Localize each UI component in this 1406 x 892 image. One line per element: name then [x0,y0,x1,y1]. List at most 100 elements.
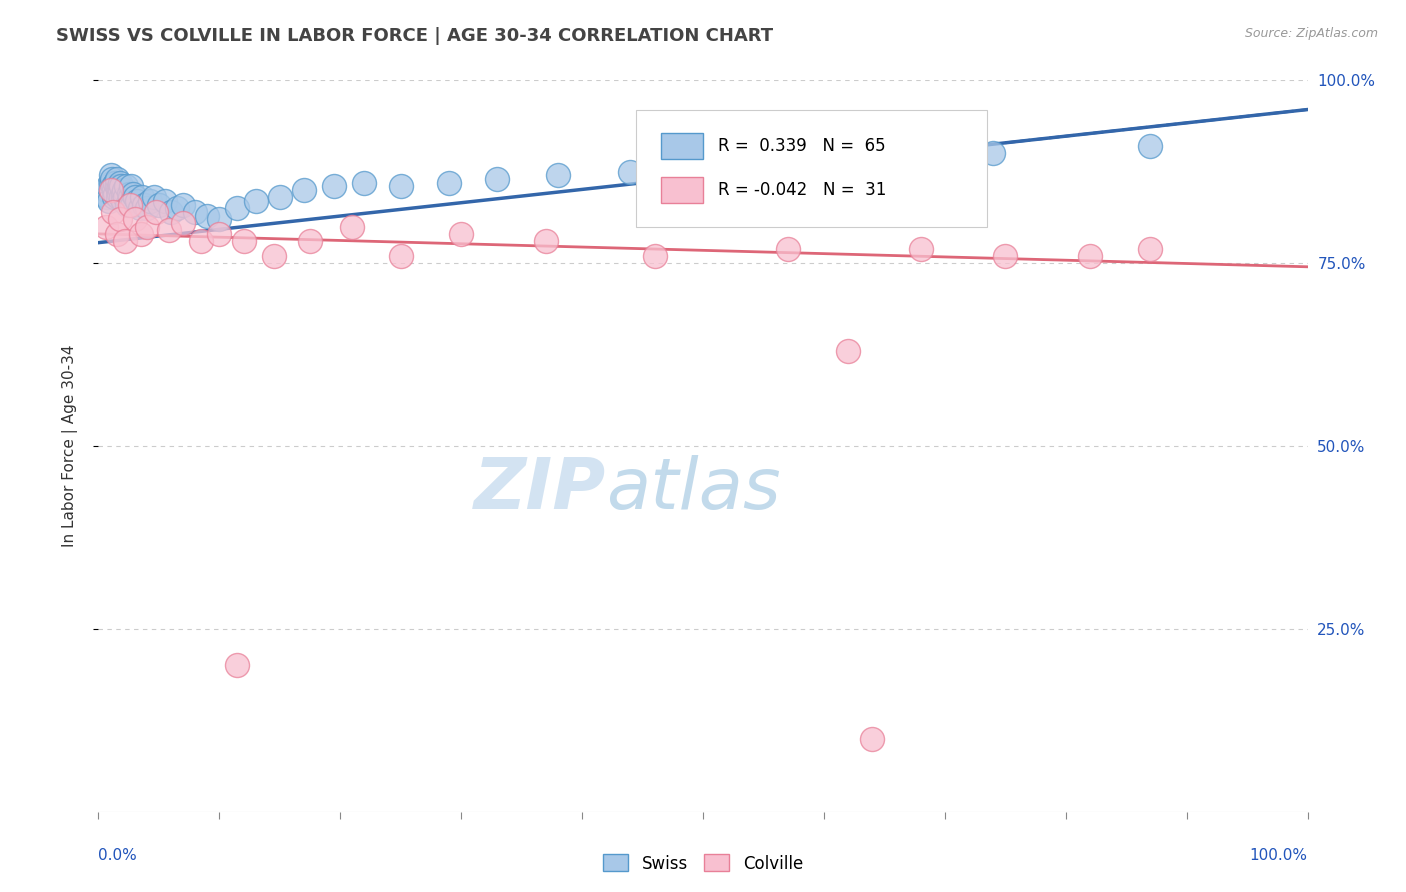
Point [148,197,170,211]
Point [389,249,412,263]
Point [157,223,180,237]
Point [124,190,146,204]
Point [135,219,157,234]
Point [128,202,150,216]
Point [117,197,139,211]
Point [97,179,120,194]
Point [292,183,315,197]
Point [111,186,134,201]
Point [104,176,127,190]
Point [353,176,375,190]
Point [1139,242,1161,256]
Point [323,179,346,194]
Point [226,658,249,673]
Point [91,186,114,201]
Point [121,197,143,211]
Point [107,183,129,197]
Point [389,179,412,194]
Text: R =  0.339   N =  65: R = 0.339 N = 65 [717,137,886,155]
Point [100,183,122,197]
Point [263,249,285,263]
Point [112,183,135,197]
Point [114,190,136,204]
Point [100,176,122,190]
Point [107,190,129,204]
Point [172,216,194,230]
Point [994,249,1017,263]
Point [111,194,134,208]
Point [108,179,131,194]
Point [910,242,932,256]
Point [704,161,727,175]
Point [100,172,122,186]
Point [143,190,166,204]
Point [226,202,249,216]
Point [124,212,146,227]
Point [114,234,136,248]
Point [101,179,124,194]
Point [131,190,153,204]
Point [105,179,128,194]
Point [120,179,142,194]
Text: atlas: atlas [606,456,780,524]
Point [108,212,131,227]
Point [118,197,141,211]
Point [94,219,117,234]
Point [108,176,131,190]
Point [110,179,132,194]
Text: SWISS VS COLVILLE IN LABOR FORCE | AGE 30-34 CORRELATION CHART: SWISS VS COLVILLE IN LABOR FORCE | AGE 3… [56,27,773,45]
Point [437,176,460,190]
Y-axis label: In Labor Force | Age 30-34: In Labor Force | Age 30-34 [62,344,77,548]
Point [166,202,188,216]
Point [860,731,883,746]
Point [100,169,122,183]
Point [105,227,128,241]
Text: 0.0%: 0.0% [98,848,138,863]
Point [134,197,156,211]
Point [195,209,218,223]
Text: 100.0%: 100.0% [1250,848,1308,863]
Point [232,234,254,248]
Point [269,190,291,204]
Point [101,205,124,219]
Point [118,186,141,201]
Point [190,234,212,248]
Point [108,186,131,201]
Point [813,153,835,168]
Point [105,172,128,186]
Point [108,183,131,197]
Point [1078,249,1101,263]
Legend: Swiss, Colville: Swiss, Colville [596,847,810,880]
Point [208,227,231,241]
Point [208,212,231,227]
Point [245,194,267,208]
Point [96,190,118,204]
Point [450,227,472,241]
Text: Source: ZipAtlas.com: Source: ZipAtlas.com [1244,27,1378,40]
Point [122,186,145,201]
FancyBboxPatch shape [661,133,703,159]
Point [139,194,162,208]
Point [172,197,194,211]
Point [115,179,138,194]
Point [1139,139,1161,153]
Point [110,190,132,204]
Point [98,194,121,208]
Point [104,186,127,201]
Point [299,234,322,248]
Point [145,205,167,219]
Point [547,169,569,183]
FancyBboxPatch shape [661,178,703,202]
Point [184,205,207,219]
FancyBboxPatch shape [637,110,987,227]
Point [127,194,149,208]
Point [342,219,364,234]
Point [776,242,799,256]
Point [129,227,152,241]
Point [837,343,859,358]
Point [153,194,176,208]
Point [94,183,117,197]
Point [486,172,509,186]
Text: R = -0.042   N =  31: R = -0.042 N = 31 [717,181,886,199]
Point [534,234,557,248]
